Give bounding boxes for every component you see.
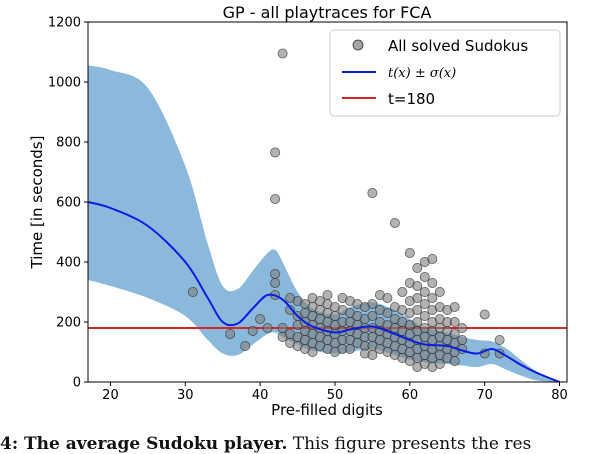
plot-area (88, 48, 567, 382)
x-tick-label: 40 (252, 388, 269, 403)
scatter-point (277, 48, 288, 59)
legend: All solved Sudokus t(x) ± σ(x) t=180 (329, 29, 561, 117)
x-tick-label: 80 (551, 388, 568, 403)
scatter-point (255, 313, 266, 324)
scatter-point (412, 280, 423, 291)
x-tick-label: 60 (402, 388, 419, 403)
scatter-point (382, 292, 393, 303)
legend-frame (329, 29, 561, 117)
scatter-point (412, 292, 423, 303)
scatter-point (187, 286, 198, 297)
scatter-point (277, 322, 288, 333)
scatter-point (457, 334, 468, 345)
scatter-point (449, 301, 460, 312)
scatter-point (240, 340, 251, 351)
mean-line (88, 201, 560, 382)
scatter-point (270, 193, 281, 204)
scatter-point (404, 247, 415, 258)
scatter-point (449, 355, 460, 366)
y-tick-label: 400 (56, 256, 81, 271)
scatter-point (427, 277, 438, 288)
scatter-point (307, 346, 318, 357)
scatter-point (412, 304, 423, 315)
chart-title: GP - all playtraces for FCA (223, 3, 432, 22)
scatter-point (367, 298, 378, 309)
scatter-point (367, 310, 378, 321)
scatter-point (285, 304, 296, 315)
x-axis-label: Pre-filled digits (271, 401, 383, 419)
scatter-point (449, 316, 460, 327)
scatter-point (344, 343, 355, 354)
scatter-point (389, 217, 400, 228)
x-tick-label: 20 (102, 388, 119, 403)
legend-marker-points (352, 39, 364, 51)
scatter-point (419, 286, 430, 297)
scatter-point (419, 271, 430, 282)
scatter-point (262, 322, 273, 333)
scatter-point (427, 253, 438, 264)
scatter-point (412, 316, 423, 327)
caption-lead: 4: The average Sudoku player. (0, 434, 288, 454)
scatter-point (329, 310, 340, 321)
scatter-point (270, 277, 281, 288)
caption-text: This figure presents the res (287, 434, 532, 454)
legend-label-threshold: t=180 (388, 90, 435, 108)
y-tick-label: 200 (56, 316, 81, 331)
scatter-point (449, 328, 460, 339)
y-tick-label: 0 (73, 376, 81, 391)
scatter-point (494, 334, 505, 345)
y-tick-label: 1000 (48, 76, 81, 91)
y-tick-label: 600 (56, 196, 81, 211)
x-tick-label: 70 (476, 388, 493, 403)
x-tick-label: 50 (327, 388, 344, 403)
scatter-point (479, 309, 490, 320)
legend-label-mean: t(x) ± σ(x) (388, 66, 456, 81)
scatter-point (382, 307, 393, 318)
y-axis-label: Time [in seconds] (28, 136, 46, 270)
legend-label-points: All solved Sudokus (388, 37, 528, 55)
scatter-point (270, 268, 281, 279)
figure-caption: 4: The average Sudoku player. This figur… (0, 434, 592, 454)
scatter-point (367, 187, 378, 198)
scatter-point (457, 322, 468, 333)
scatter-point (322, 289, 333, 300)
scatter-point (270, 147, 281, 158)
scatter-point (434, 358, 445, 369)
y-tick-label: 1200 (48, 16, 81, 31)
scatter-point (419, 298, 430, 309)
confidence-band (88, 65, 560, 382)
scatter-point (397, 286, 408, 297)
scatter-point (434, 286, 445, 297)
scatter-point (367, 349, 378, 360)
scatter-point (225, 328, 236, 339)
plot-inner (88, 48, 567, 382)
scatter-point (412, 262, 423, 273)
scatter-point (419, 310, 430, 321)
y-tick-label: 800 (56, 136, 81, 151)
scatter-point (247, 325, 258, 336)
scatter-point (427, 292, 438, 303)
x-tick-label: 30 (177, 388, 194, 403)
